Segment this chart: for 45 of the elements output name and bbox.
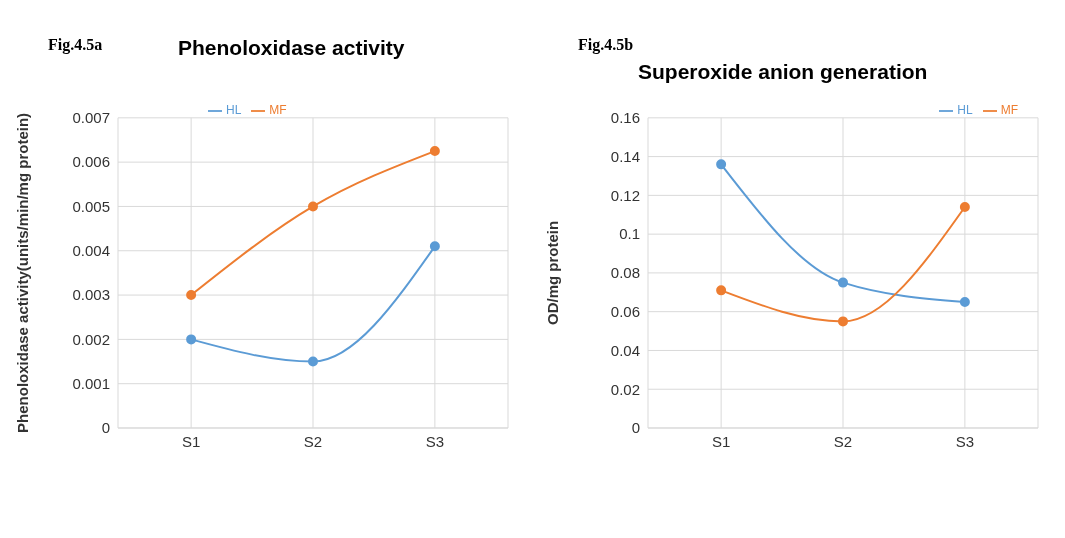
y-axis-title: OD/mg protein (544, 220, 562, 325)
y-tick-label: 0.1 (619, 225, 640, 243)
y-tick-label: 0.001 (72, 375, 110, 393)
y-tick-label: 0.14 (610, 147, 640, 165)
point (429, 146, 440, 157)
y-tick-label: 0.002 (72, 330, 110, 348)
chart-title: Superoxide anion generation (638, 60, 928, 84)
x-tick-label: S2 (303, 432, 323, 450)
point (716, 159, 727, 170)
x-tick-label: S3 (425, 432, 445, 450)
point (716, 285, 727, 296)
point (838, 316, 848, 327)
y-tick-label: 0.08 (610, 264, 640, 282)
x-tick-label: S1 (181, 432, 201, 450)
x-tick-label: S3 (955, 432, 975, 450)
x-tick-label: S1 (711, 432, 731, 450)
y-tick-label: 0 (631, 419, 640, 437)
y-tick-label: 0.12 (610, 186, 640, 204)
point (186, 334, 197, 345)
point (308, 201, 318, 212)
x-tick-label: S2 (833, 432, 853, 450)
y-tick-label: 0.06 (610, 303, 640, 321)
y-tick-label: 0.003 (72, 286, 110, 304)
legend-label: MF (269, 103, 287, 117)
y-tick-label: 0.007 (72, 109, 110, 127)
y-tick-label: 0.004 (72, 242, 110, 260)
y-tick-label: 0.006 (72, 153, 110, 171)
caption: Fig.4.5a (48, 36, 103, 54)
y-tick-label: 0.04 (610, 341, 640, 359)
point (959, 296, 970, 307)
y-tick-label: 0.16 (610, 109, 640, 127)
legend-label: MF (1000, 103, 1018, 117)
y-tick-label: 0.005 (72, 197, 110, 215)
legend-label: HL (226, 103, 242, 117)
y-axis-title: Phenoloxidase activity(units/min/mg protein) (14, 112, 32, 433)
y-tick-label: 0 (101, 419, 110, 437)
chart-title: Phenoloxidase activity (178, 36, 405, 60)
point (308, 356, 318, 367)
point (429, 241, 440, 252)
point (959, 202, 970, 212)
point (186, 290, 197, 301)
point (838, 277, 848, 288)
legend-label: HL (957, 103, 973, 117)
caption: Fig.4.5b (578, 36, 634, 54)
y-tick-label: 0.02 (610, 380, 640, 398)
